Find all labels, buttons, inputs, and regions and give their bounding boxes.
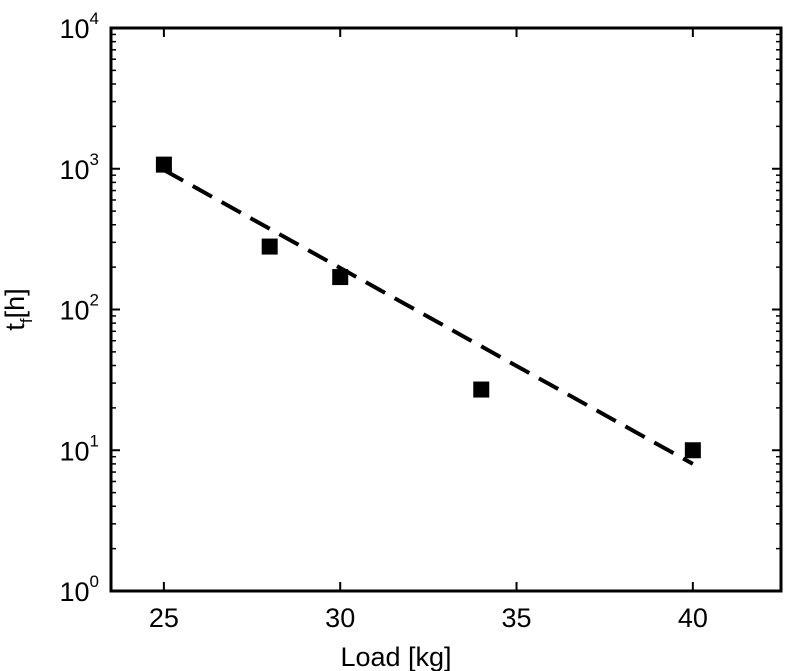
data-point (155, 156, 172, 173)
fit-line-layer (162, 168, 694, 466)
x-tick-label: 25 (149, 603, 179, 633)
data-point (261, 238, 278, 255)
plot-frame (109, 26, 783, 593)
ticks-layer (111, 27, 781, 592)
y-tick-label: 100 (59, 572, 99, 607)
y-axis-label: tf[h] (0, 288, 36, 330)
fit-line (162, 168, 694, 466)
x-tick-label: 40 (678, 603, 708, 633)
x-axis-label: Load [kg] (340, 642, 451, 671)
markers-layer (155, 156, 701, 459)
data-point (332, 269, 349, 286)
y-tick-label: 102 (59, 291, 99, 326)
y-tick-label: 103 (59, 150, 99, 185)
data-point (473, 381, 490, 398)
x-tick-label: 30 (325, 603, 355, 633)
y-tick-label: 101 (59, 431, 99, 466)
x-tick-label: 35 (502, 603, 532, 633)
data-point (684, 442, 701, 459)
y-tick-label: 104 (59, 9, 99, 44)
labels-layer: 25 30 35 40 100 101 102 103 104 Load [kg] tf[h] (0, 9, 708, 671)
